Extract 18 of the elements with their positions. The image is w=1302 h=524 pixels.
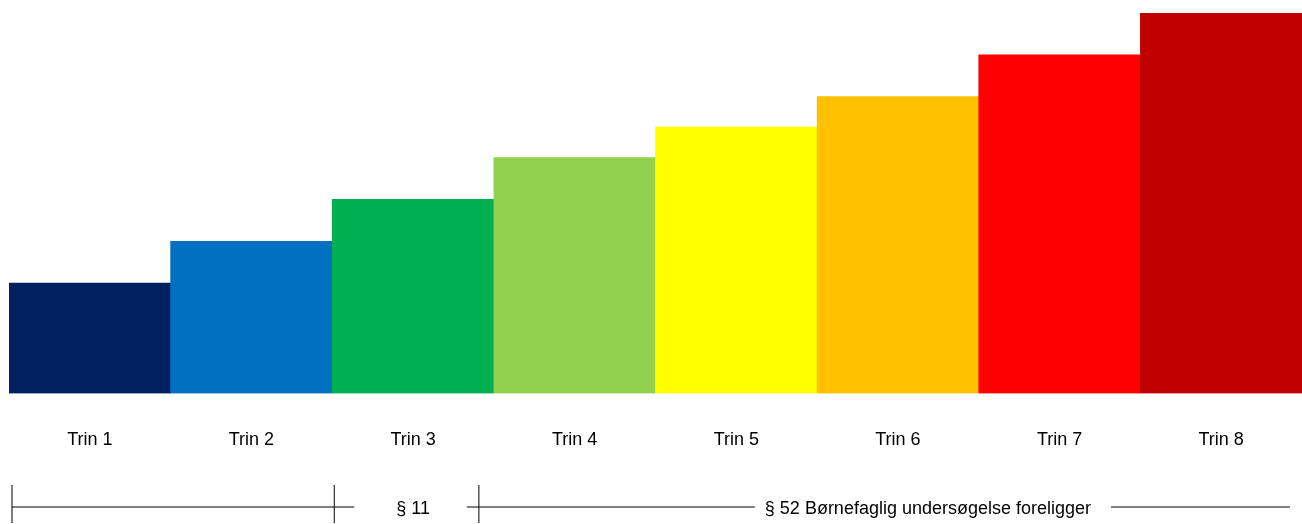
- x-tick-label: Trin 1: [67, 429, 113, 450]
- x-tick-label: Trin 8: [1198, 429, 1244, 450]
- x-tick-label: Trin 7: [1036, 429, 1083, 450]
- bar: [170, 240, 333, 394]
- x-tick-label: Trin 6: [875, 429, 921, 450]
- bar: [331, 199, 495, 394]
- bar: [816, 96, 980, 394]
- x-tick-label: Trin 2: [228, 429, 275, 450]
- bar: [1140, 13, 1302, 394]
- bar: [978, 54, 1141, 394]
- bar: [9, 282, 171, 394]
- bar: [493, 157, 656, 394]
- x-tick-label: Trin 4: [552, 429, 598, 450]
- text: § 11: [396, 497, 430, 518]
- bar: [655, 126, 818, 394]
- x-tick-label: Trin 5: [713, 429, 759, 450]
- text: § 52 Børnefaglig undersøgelse foreligger: [764, 497, 1092, 518]
- x-tick-label: Trin 3: [390, 429, 436, 450]
